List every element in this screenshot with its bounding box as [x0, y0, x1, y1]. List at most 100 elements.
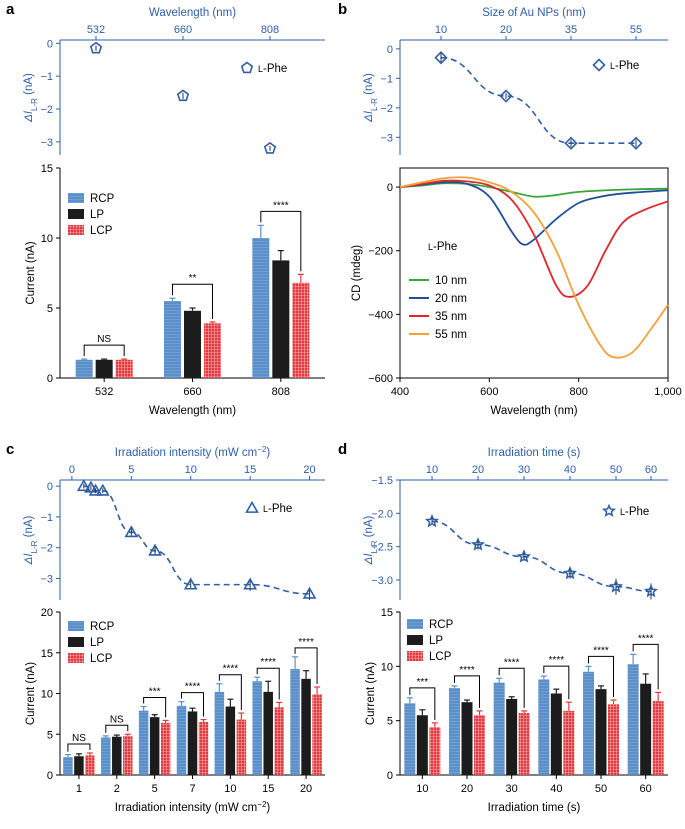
x-tick-label: 808 [272, 386, 290, 398]
significance-bracket [181, 692, 204, 717]
significance-bracket [588, 655, 614, 698]
text-part: L [263, 504, 268, 514]
legend-label: 20 nm [435, 293, 467, 305]
x-tick-label: 20 [300, 783, 312, 795]
data-point [424, 513, 440, 528]
bar-rcp [75, 359, 93, 378]
text-part: -Phe [615, 60, 639, 72]
text-part: L [428, 242, 433, 252]
significance-label: NS [97, 334, 111, 345]
bar-rcp [101, 737, 111, 775]
x-tick-label: 20 [472, 464, 484, 476]
significance-bracket [543, 665, 570, 700]
text-part: Irradiation intensity (mW cm [115, 447, 258, 459]
significance-bracket [83, 344, 125, 357]
legend-marker [592, 58, 606, 72]
x-tick-label: 55 [630, 24, 642, 36]
x-tick-label: 7 [189, 783, 195, 795]
significance-label: **** [459, 665, 475, 676]
y-tick-label: −1.5 [371, 475, 393, 487]
legend-swatch-rcp [68, 193, 84, 203]
x-axis-title: Wavelength (nm) [149, 7, 236, 19]
significance-label: **** [260, 657, 276, 668]
data-point [243, 577, 258, 590]
significance-label: *** [416, 677, 428, 688]
panel-label-a: a [6, 1, 15, 18]
legend-label: LCP [90, 653, 113, 665]
bar-rcp [63, 757, 73, 775]
y-tick-label: 0 [47, 481, 53, 493]
data-point [629, 136, 643, 150]
y-tick-label: 0 [387, 182, 393, 194]
x-tick-label: 1,000 [654, 386, 682, 398]
data-point [499, 89, 513, 103]
legend-swatch-lcp [407, 651, 423, 661]
significance-bracket [105, 724, 129, 733]
series-line-20nm [399, 181, 669, 246]
legend-label: 10 nm [435, 275, 467, 287]
bar-lcp [608, 704, 619, 775]
x-axis-title: Wavelength (nm) [490, 405, 577, 417]
data-point [95, 483, 110, 496]
bar-rcp [627, 664, 639, 775]
text-part: -Phe [625, 506, 649, 518]
x-tick-label: 10 [224, 783, 236, 795]
bar-lp [184, 310, 201, 378]
y-tick-label: −600 [368, 373, 393, 385]
x-tick-label: 10 [426, 464, 438, 476]
bar-lp [550, 693, 562, 775]
significance-label: *** [149, 687, 161, 698]
y-tick-label: −2 [380, 103, 393, 115]
bar-lcp [85, 755, 95, 775]
x-tick-label: 60 [645, 464, 657, 476]
y-axis-title: ΔIL-R (nA) [23, 515, 39, 565]
panel-label-b: b [338, 1, 347, 18]
data-point [643, 583, 659, 598]
text-part: (nA) [23, 73, 35, 98]
bar-lp [112, 736, 122, 775]
legend-marker [240, 61, 254, 74]
y-tick-label: 10 [41, 233, 53, 245]
x-tick-label: 20 [500, 24, 512, 36]
data-point [564, 136, 578, 150]
legend-label: 35 nm [435, 311, 467, 323]
y-tick-label: 5 [47, 729, 53, 741]
y-tick-label: −2 [40, 543, 53, 555]
bar-rcp [176, 705, 187, 775]
y-tick-label: −1 [40, 512, 53, 524]
bar-lcp [312, 694, 322, 775]
x-tick-label: 800 [569, 386, 587, 398]
bar-rcp [214, 691, 225, 775]
bar-lp [272, 260, 290, 378]
legend-swatch-rcp [68, 621, 84, 631]
text-part: L [620, 507, 625, 517]
y-tick-label: 5 [387, 716, 393, 728]
plot-frame [399, 167, 669, 379]
bar-lcp [123, 735, 133, 775]
text-part: L-R [30, 540, 39, 553]
x-tick-label: 15 [262, 783, 274, 795]
data-point [434, 51, 448, 65]
bar-lcp [198, 722, 209, 775]
x-tick-label: 2 [114, 783, 120, 795]
bar-lp [74, 756, 84, 775]
x-tick-label: 15 [244, 464, 256, 476]
legend-label: L-Phe [610, 60, 639, 72]
y-tick-label: −1 [40, 71, 53, 83]
x-axis-title: Size of Au NPs (nm) [482, 7, 586, 19]
legend-label: LCP [90, 225, 113, 237]
x-tick-label: 600 [480, 386, 498, 398]
bar-rcp [138, 710, 149, 775]
x-axis-title: Irradiation intensity (mW cm−2) [115, 445, 271, 460]
bar-lp [595, 689, 607, 775]
bar-rcp [493, 682, 505, 775]
y-tick-label: 20 [41, 607, 53, 619]
significance-bracket [498, 667, 525, 708]
bar-lp [187, 711, 198, 775]
data-point [89, 41, 103, 54]
x-tick-label: 1 [76, 783, 82, 795]
x-tick-label: 660 [174, 24, 192, 36]
data-point [124, 525, 139, 538]
x-tick-label: 50 [595, 783, 607, 795]
x-tick-label: 20 [461, 783, 473, 795]
